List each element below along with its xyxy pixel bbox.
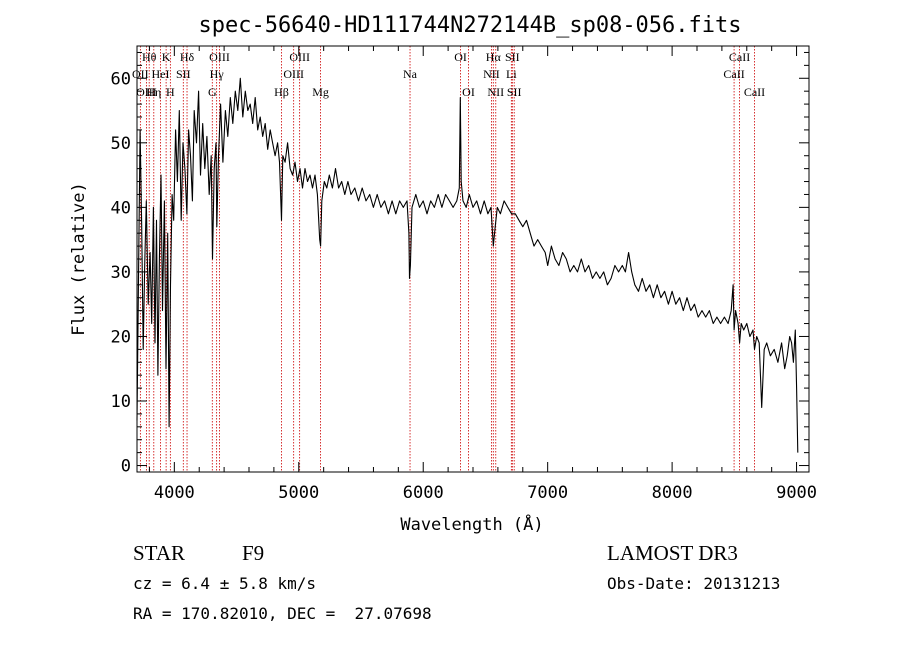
survey-name: LAMOST DR3: [607, 541, 738, 565]
x-axis-label: Wavelength (Å): [400, 513, 543, 535]
y-tick-label: 60: [111, 69, 131, 89]
y-tick-label: 40: [111, 198, 131, 218]
line-marker-label: HeI: [152, 67, 170, 81]
line-marker-label: K: [162, 50, 171, 64]
y-tick-label: 10: [111, 392, 131, 412]
object-subclass: F9: [242, 541, 264, 565]
ra-dec-coordinates: RA = 170.82010, DEC = 27.07698: [133, 604, 432, 623]
line-marker-label: SII: [505, 50, 520, 64]
line-marker-label: OI: [454, 50, 467, 64]
y-axis-ticks: 0 10 20 30 40 50 60: [111, 51, 809, 477]
line-marker-label: Hα: [486, 50, 502, 64]
redshift-cz: cz = 6.4 ± 5.8 km/s: [133, 574, 316, 593]
line-marker-label: SII: [507, 85, 522, 99]
x-axis-ticks: 4000 5000 6000 7000 8000 9000: [148, 46, 817, 503]
line-marker-label: OIII: [283, 67, 304, 81]
line-marker-label: Hβ: [274, 85, 289, 99]
line-marker-label: OII: [132, 67, 149, 81]
line-marker-labels: OIIHθOIIIHηHeIKHSIIHδGHγOIIIHβOIIIOIIIMg…: [132, 50, 765, 99]
x-tick-label: 5000: [278, 483, 319, 503]
line-marker-label: H: [166, 85, 175, 99]
line-marker-label: OIII: [136, 85, 157, 99]
y-tick-label: 20: [111, 327, 131, 347]
x-tick-label: 7000: [527, 483, 568, 503]
chart-title: spec-56640-HD111744N272144B_sp08-056.fit…: [198, 13, 741, 38]
y-tick-label: 0: [121, 457, 131, 477]
y-tick-label: 50: [111, 134, 131, 154]
line-marker-label: OI: [462, 85, 475, 99]
line-marker-label: Hγ: [210, 67, 225, 81]
y-axis-label: Flux (relative): [69, 182, 89, 336]
x-tick-label: 6000: [403, 483, 444, 503]
x-tick-label: 8000: [652, 483, 693, 503]
line-marker-label: SII: [176, 67, 191, 81]
line-marker-label: CaII: [729, 50, 750, 64]
observation-date: Obs-Date: 20131213: [607, 574, 780, 593]
line-marker-label: Hη: [146, 85, 161, 99]
line-marker-label: Hδ: [180, 50, 195, 64]
x-tick-label: 4000: [154, 483, 195, 503]
line-marker-label: Na: [403, 67, 418, 81]
spectrum-line: [136, 77, 799, 453]
line-marker-label: Hθ: [142, 50, 157, 64]
line-marker-label: OIII: [289, 50, 310, 64]
line-marker-label: G: [208, 85, 217, 99]
line-marker-label: NII: [483, 67, 500, 81]
line-marker-label: NII: [487, 85, 504, 99]
line-marker-label: CaII: [723, 67, 744, 81]
object-class: STAR: [133, 541, 185, 565]
line-marker-label: Li: [506, 67, 517, 81]
line-marker-label: CaII: [744, 85, 765, 99]
x-tick-label: 9000: [776, 483, 817, 503]
line-markers: [139, 46, 755, 472]
line-marker-label: OIII: [209, 50, 230, 64]
y-tick-label: 30: [111, 263, 131, 283]
line-marker-label: Mg: [312, 85, 329, 99]
